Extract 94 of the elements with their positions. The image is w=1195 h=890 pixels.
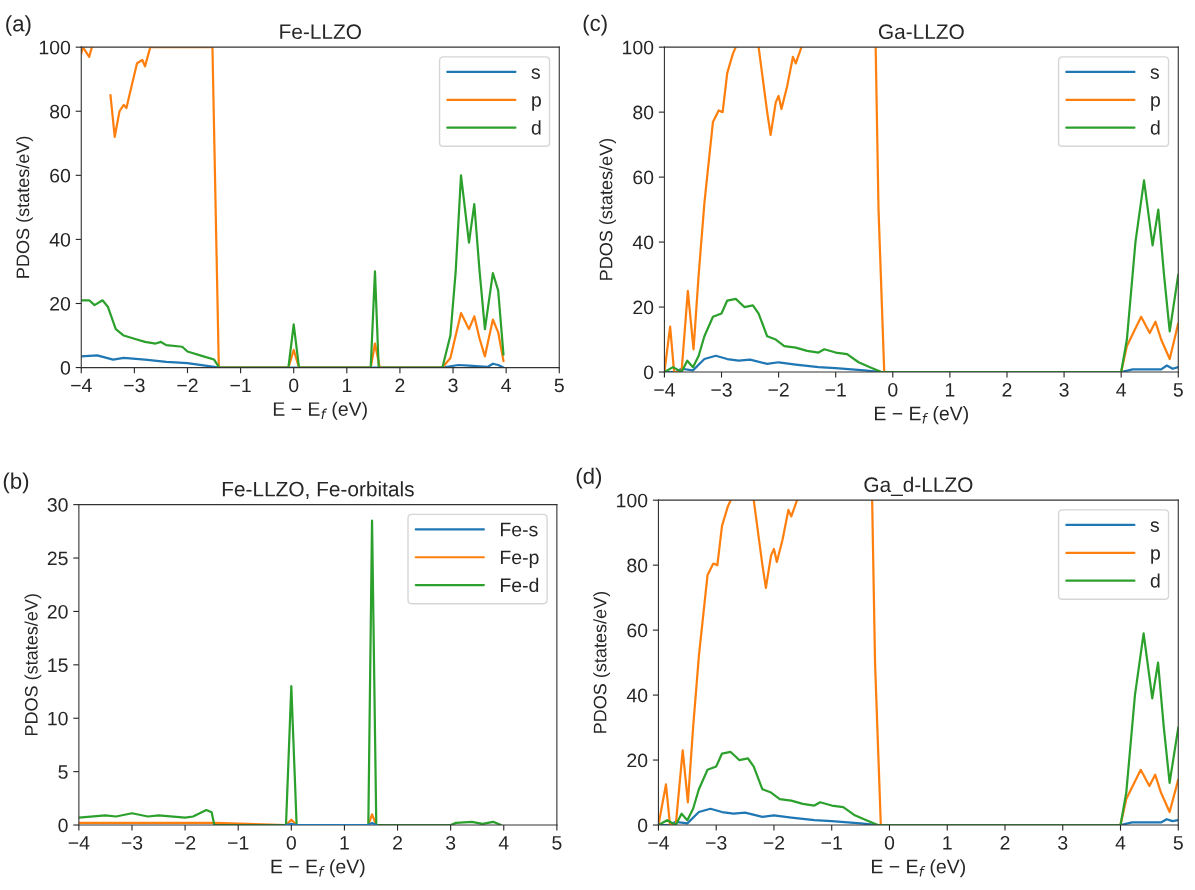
x-tick-label: −1 bbox=[230, 378, 251, 393]
x-tick-label: −1 bbox=[228, 836, 249, 850]
x-tick-label: 5 bbox=[552, 836, 562, 850]
x-tick-label: 3 bbox=[1058, 835, 1068, 850]
legend-label: Fe-s bbox=[500, 522, 538, 537]
y-tick-label: 25 bbox=[47, 551, 68, 566]
y-tick-label: 0 bbox=[60, 361, 71, 375]
y-tick-label: 60 bbox=[50, 168, 71, 183]
y-axis-title: PDOS (states/eV) bbox=[593, 591, 611, 733]
y-tick-label: 10 bbox=[48, 711, 68, 726]
x-tick-label: 4 bbox=[498, 836, 509, 850]
x-tick-label: 2 bbox=[1000, 835, 1010, 850]
y-tick-label: 20 bbox=[50, 296, 71, 311]
y-tick-label: 40 bbox=[626, 688, 648, 703]
y-axis-title: PDOS (states/eV) bbox=[24, 594, 42, 736]
x-tick-label: 0 bbox=[884, 835, 895, 850]
x-tick-label: −2 bbox=[174, 835, 196, 850]
y-tick-label: 60 bbox=[633, 170, 654, 185]
x-tick-label: 1 bbox=[342, 378, 352, 393]
x-tick-label: 3 bbox=[1059, 382, 1069, 397]
text: (d) bbox=[576, 467, 602, 489]
x-tick-label: 5 bbox=[554, 378, 564, 393]
y-tick-label: 40 bbox=[49, 232, 71, 247]
x-tick-label: −3 bbox=[711, 382, 732, 397]
x-tick-label: −3 bbox=[124, 378, 145, 393]
legend-label: p bbox=[532, 96, 541, 111]
y-tick-label: 20 bbox=[633, 300, 654, 315]
chart-title: Fe-LLZO bbox=[280, 24, 361, 40]
y-tick-label: 40 bbox=[632, 235, 654, 250]
x-tick-label: −2 bbox=[763, 835, 785, 850]
x-tick-label: −4 bbox=[654, 383, 675, 397]
y-tick-label: 80 bbox=[633, 105, 654, 120]
x-axis-title: E − E$_{f}$ (eV) bbox=[872, 859, 965, 878]
x-tick-label: 0 bbox=[286, 835, 296, 850]
x-tick-label: 0 bbox=[888, 382, 898, 397]
text: (a) bbox=[6, 15, 31, 36]
legend-label: p bbox=[1151, 96, 1160, 111]
legend-label: s bbox=[1150, 68, 1159, 79]
x-tick-label: −4 bbox=[71, 378, 92, 393]
y-tick-label: 0 bbox=[643, 365, 654, 380]
legend-label: Fe-d bbox=[500, 577, 539, 593]
legend-label: Fe-p bbox=[500, 550, 539, 569]
text: (c) bbox=[583, 14, 607, 36]
chart-title: Fe-LLZO, Fe-orbitals bbox=[222, 481, 414, 499]
legend-label: s bbox=[1150, 521, 1159, 532]
x-axis-title: E − E$_{f}$ (eV) bbox=[271, 859, 365, 878]
x-tick-label: −2 bbox=[177, 378, 198, 393]
x-tick-label: 2 bbox=[395, 378, 405, 393]
y-tick-label: 80 bbox=[50, 104, 71, 119]
x-tick-label: 2 bbox=[393, 835, 402, 850]
legend-label: d bbox=[1150, 120, 1160, 135]
x-tick-label: −3 bbox=[706, 835, 727, 850]
x-axis-title: E − E$_{f}$ (eV) bbox=[273, 401, 367, 420]
x-axis-title: E − E$_{f}$ (eV) bbox=[875, 406, 968, 425]
y-tick-label: 100 bbox=[39, 40, 71, 55]
y-tick-label: 100 bbox=[623, 40, 654, 55]
y-axis-title: PDOS (states/eV) bbox=[16, 136, 33, 278]
line-series bbox=[81, 174, 505, 368]
x-tick-label: 5 bbox=[1173, 836, 1183, 850]
x-tick-label: −4 bbox=[648, 836, 669, 850]
x-tick-label: −4 bbox=[68, 836, 90, 850]
chart-title: Ga-LLZO bbox=[878, 24, 964, 40]
legend-label: s bbox=[531, 68, 540, 79]
y-tick-label: 0 bbox=[637, 818, 648, 833]
x-tick-label: −1 bbox=[821, 836, 842, 850]
legend-label: d bbox=[531, 120, 541, 135]
x-tick-label: −1 bbox=[825, 383, 846, 397]
y-tick-label: 20 bbox=[47, 604, 68, 619]
chart-title: Ga_d-LLZO bbox=[864, 476, 973, 496]
x-tick-label: 4 bbox=[1116, 383, 1127, 397]
y-tick-label: 80 bbox=[627, 558, 648, 573]
x-tick-label: 1 bbox=[943, 836, 952, 850]
x-tick-label: 0 bbox=[289, 378, 299, 393]
x-tick-label: −3 bbox=[121, 835, 143, 850]
y-tick-label: 30 bbox=[47, 498, 68, 512]
y-tick-label: 20 bbox=[627, 753, 648, 768]
legend-label: p bbox=[1151, 549, 1160, 564]
y-tick-label: 0 bbox=[58, 818, 68, 833]
x-tick-label: −2 bbox=[768, 382, 789, 397]
y-tick-label: 5 bbox=[58, 765, 68, 779]
legend-label: d bbox=[1150, 573, 1160, 588]
y-tick-label: 100 bbox=[617, 493, 648, 508]
text: (b) bbox=[3, 472, 29, 494]
x-tick-label: 3 bbox=[445, 835, 456, 850]
y-tick-label: 60 bbox=[627, 623, 648, 638]
x-tick-label: 5 bbox=[1173, 383, 1183, 397]
y-tick-label: 15 bbox=[48, 658, 68, 673]
y-axis-title: PDOS (states/eV) bbox=[599, 138, 616, 280]
x-tick-label: 4 bbox=[501, 378, 511, 393]
x-tick-label: 2 bbox=[1002, 382, 1012, 397]
x-tick-label: 4 bbox=[1115, 836, 1126, 850]
x-tick-label: 1 bbox=[340, 836, 349, 850]
x-tick-label: 3 bbox=[448, 378, 458, 393]
x-tick-label: 1 bbox=[945, 383, 955, 397]
